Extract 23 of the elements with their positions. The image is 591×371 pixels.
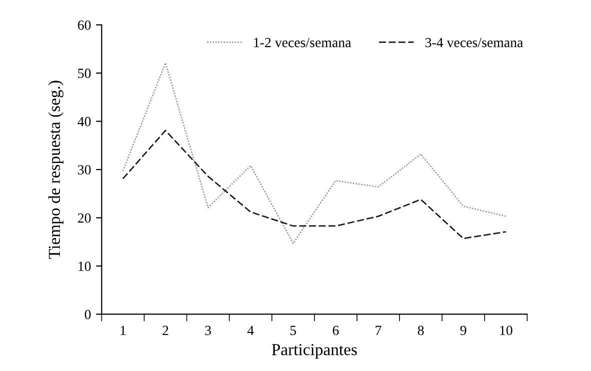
x-tick-label: 2 <box>162 326 168 335</box>
x-tick-label: 1 <box>120 326 126 335</box>
y-tick-label: 60 <box>78 20 91 30</box>
x-tick-label: 6 <box>332 326 339 336</box>
x-tick-label: 9 <box>460 326 466 336</box>
y-tick-label: 30 <box>78 165 91 175</box>
x-tick-label: 3 <box>205 326 211 336</box>
legend-label: 3-4 veces/semana <box>426 38 523 48</box>
y-tick-label: 40 <box>78 116 91 126</box>
line-series <box>122 130 507 240</box>
x-tick-label: 7 <box>376 326 382 335</box>
y-tick-label: 0 <box>84 310 91 320</box>
x-tick-label: 10 <box>500 326 512 336</box>
y-tick-label: 10 <box>78 262 91 271</box>
line-series <box>122 62 507 244</box>
y-axis-title: Tiempo de respuesta (seg.) <box>48 80 64 259</box>
x-tick-label: 5 <box>290 326 296 336</box>
y-tick-label: 20 <box>78 213 91 223</box>
x-axis-title: Participantes <box>272 344 357 359</box>
x-tick-label: 8 <box>418 326 424 336</box>
x-tick-label: 4 <box>247 326 254 335</box>
y-tick-label: 50 <box>78 68 91 78</box>
legend-label: 1-2 veces/semana <box>254 38 352 48</box>
